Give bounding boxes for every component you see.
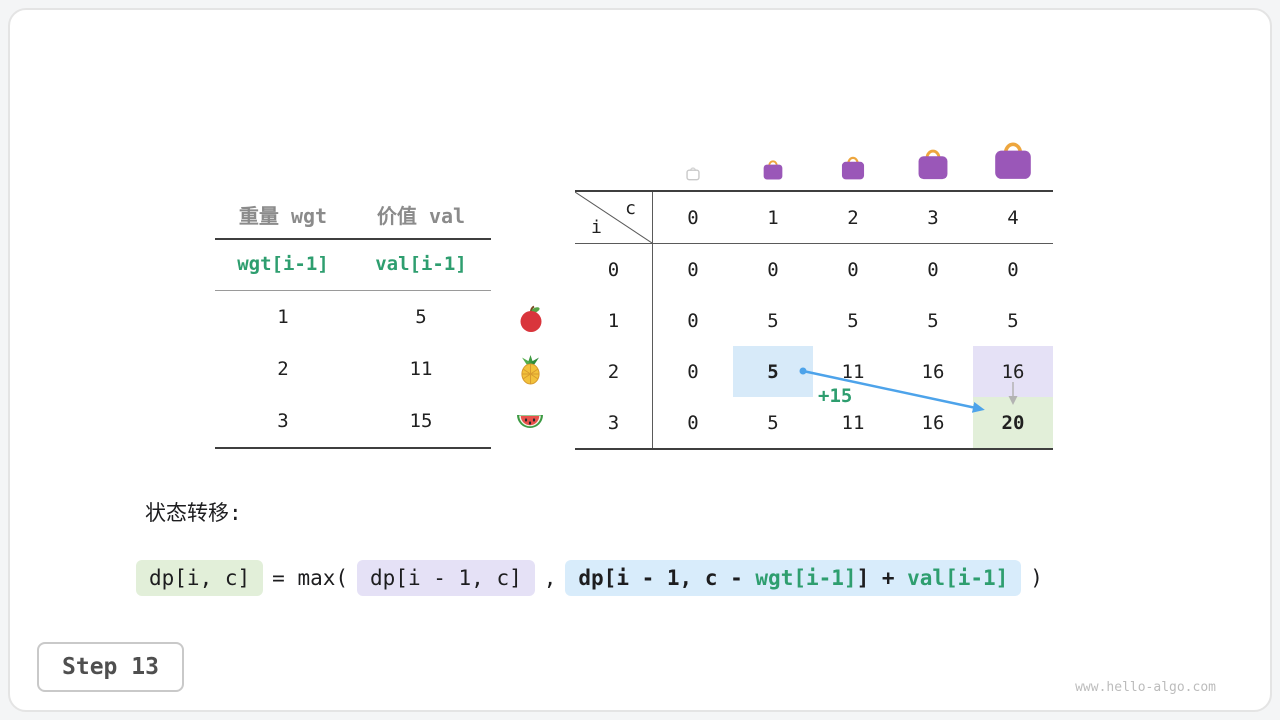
formula-wgt-label: wgt[i-1]: [237, 253, 329, 275]
dp-cell-3-0: 0: [687, 411, 699, 434]
transition-formula: dp[i, c] = max( dp[i - 1, c] , dp[i - 1,…: [136, 560, 1043, 596]
formula-close-paren: ): [1030, 566, 1043, 590]
watermark: www.hello-algo.com: [1075, 680, 1216, 695]
item-row-3: 3 15: [215, 395, 491, 447]
dp-cell-3-2: 11: [841, 411, 865, 434]
item-1-weight: 1: [277, 306, 289, 328]
item-row-2: 2 11: [215, 343, 491, 395]
formula-arg2-val: val[i-1]: [907, 566, 1009, 590]
items-formula-row: wgt[i-1] val[i-1]: [215, 240, 491, 291]
dp-cell-1-0: 0: [687, 309, 699, 332]
item-row-1: 1 5: [215, 291, 491, 343]
row-header-1: 1: [575, 295, 653, 346]
item-3-value: 15: [409, 410, 433, 432]
gain-label: +15: [818, 385, 853, 407]
dp-cell-3-3: 16: [921, 411, 945, 434]
corner-cell: c i: [575, 192, 653, 244]
dp-cell-0-1: 0: [767, 258, 779, 281]
dp-cell-1-1: 5: [767, 309, 779, 332]
row-header-3: 3: [575, 397, 653, 448]
items-header-value: 价值 val: [376, 204, 466, 228]
row-header-0: 0: [575, 244, 653, 295]
corner-row-label: i: [591, 217, 602, 238]
dp-cell-0-3: 0: [927, 258, 939, 281]
formula-lhs: dp[i, c]: [136, 560, 264, 596]
item-2-weight: 2: [277, 358, 289, 380]
item-1-value: 5: [415, 306, 427, 328]
formula-val-label: val[i-1]: [375, 253, 467, 275]
item-3-weight: 3: [277, 410, 289, 432]
col-header-3: 3: [893, 192, 973, 244]
row-header-2: 2: [575, 346, 653, 397]
dp-cell-1-4: 5: [1007, 309, 1019, 332]
dp-cell-2-4: 16: [973, 346, 1053, 397]
formula-arg2: dp[i - 1, c - wgt[i-1]] + val[i-1]: [565, 560, 1022, 596]
formula-comma: ,: [543, 566, 557, 590]
items-header-weight: 重量 wgt: [238, 204, 328, 228]
col-header-2: 2: [813, 192, 893, 244]
step-badge: Step 13: [37, 642, 184, 692]
formula-arg2-wgt: wgt[i-1]: [755, 566, 857, 590]
formula-equals-max: = max(: [272, 566, 349, 590]
dp-cell-3-4: 20: [973, 397, 1053, 448]
item-2-value: 11: [409, 358, 433, 380]
col-header-4: 4: [973, 192, 1053, 244]
bag-icon-capacity-1: [762, 157, 784, 185]
dp-cell-2-1: 5: [733, 346, 813, 397]
col-header-0: 0: [653, 192, 733, 244]
formula-arg2-mid: ] +: [856, 566, 908, 590]
bag-icon-capacity-4: [992, 137, 1034, 185]
items-table-header: 重量 wgt 价值 val: [215, 195, 491, 240]
dp-cell-1-3: 5: [927, 309, 939, 332]
pineapple-icon: [517, 355, 544, 389]
apple-icon: [518, 305, 544, 337]
bag-icon-capacity-2: [840, 153, 866, 185]
dp-cell-2-3: 16: [921, 360, 945, 383]
transition-title: 状态转移:: [145, 501, 242, 525]
dp-cell-1-2: 5: [847, 309, 859, 332]
formula-arg1: dp[i - 1, c]: [357, 560, 535, 596]
dp-cell-0-0: 0: [687, 258, 699, 281]
dp-cell-0-4: 0: [1007, 258, 1019, 281]
formula-arg2-prefix: dp[i - 1, c -: [578, 566, 756, 590]
dp-table: c i 0 1 2 3 4 0 0 0 0 0 0 1 0 5 5 5 5 2 …: [575, 190, 1053, 450]
corner-col-label: c: [625, 198, 636, 219]
dp-cell-0-2: 0: [847, 258, 859, 281]
dp-cell-3-1: 5: [767, 411, 779, 434]
diagonal-line: [575, 192, 652, 243]
col-header-1: 1: [733, 192, 813, 244]
bag-icon-capacity-3: [916, 145, 950, 185]
dp-cell-2-0: 0: [687, 360, 699, 383]
bag-icon-capacity-0: [686, 165, 700, 185]
watermelon-icon: [516, 410, 544, 438]
items-table: 重量 wgt 价值 val wgt[i-1] val[i-1] 1 5 2 11…: [215, 195, 491, 449]
